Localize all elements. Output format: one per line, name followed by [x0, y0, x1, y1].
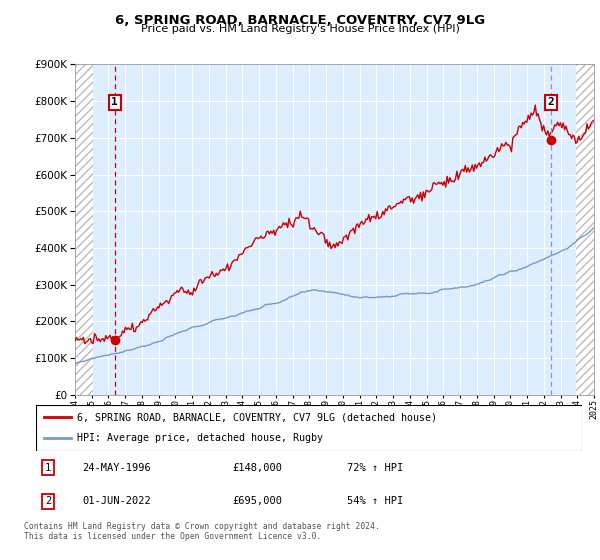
FancyBboxPatch shape [36, 405, 582, 451]
Text: £148,000: £148,000 [233, 463, 283, 473]
Text: 24-MAY-1996: 24-MAY-1996 [82, 463, 151, 473]
Text: HPI: Average price, detached house, Rugby: HPI: Average price, detached house, Rugb… [77, 433, 323, 444]
Text: 54% ↑ HPI: 54% ↑ HPI [347, 496, 403, 506]
Text: 6, SPRING ROAD, BARNACLE, COVENTRY, CV7 9LG: 6, SPRING ROAD, BARNACLE, COVENTRY, CV7 … [115, 14, 485, 27]
Text: Price paid vs. HM Land Registry's House Price Index (HPI): Price paid vs. HM Land Registry's House … [140, 24, 460, 34]
Text: 2: 2 [45, 496, 51, 506]
Text: 6, SPRING ROAD, BARNACLE, COVENTRY, CV7 9LG (detached house): 6, SPRING ROAD, BARNACLE, COVENTRY, CV7 … [77, 412, 437, 422]
Text: Contains HM Land Registry data © Crown copyright and database right 2024.
This d: Contains HM Land Registry data © Crown c… [24, 522, 380, 542]
Text: 1: 1 [45, 463, 51, 473]
Bar [576, 64, 594, 395]
Text: 1: 1 [112, 97, 118, 108]
Text: 2: 2 [547, 97, 554, 108]
Text: £695,000: £695,000 [233, 496, 283, 506]
Text: 72% ↑ HPI: 72% ↑ HPI [347, 463, 403, 473]
Bar [75, 64, 93, 395]
Text: 01-JUN-2022: 01-JUN-2022 [82, 496, 151, 506]
